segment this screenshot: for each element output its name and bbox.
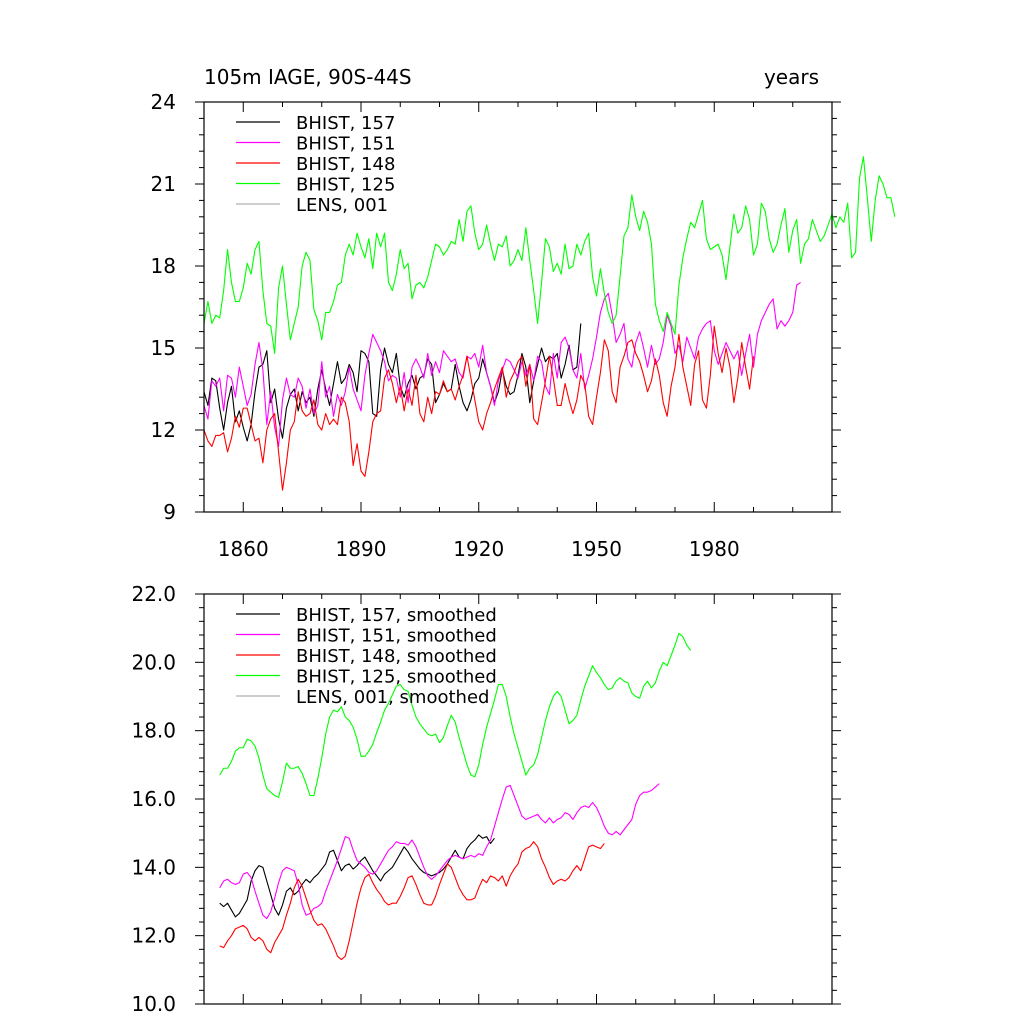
series-line-bhist-125-smoothed (219, 632, 692, 798)
bottom-plot-frame (203, 593, 833, 1005)
y-tick-label: 21 (151, 172, 176, 196)
y-tick-label: 12 (151, 418, 176, 442)
x-tick-label: 1890 (336, 537, 387, 561)
panel-bottom-chart: 10.0 12.0 14.0 16.0 18.0 20.0 22.0 BHIST, 157,… (131, 582, 841, 1016)
x-tick-label: 1980 (689, 537, 740, 561)
chart-title: 105m IAGE, 90S-44S (204, 65, 412, 89)
legend-label: BHIST, 125, smoothed (296, 667, 497, 688)
legend-label: BHIST, 148, smoothed (296, 646, 497, 667)
series-line-bhist-157-smoothed (219, 834, 495, 918)
bottom-axis-ticks: 10.0 12.0 14.0 16.0 18.0 20.0 22.0 (131, 582, 841, 1016)
legend-label: BHIST, 125 (296, 175, 395, 196)
top-plot-frame (203, 101, 833, 513)
legend-label: BHIST, 148 (296, 154, 395, 175)
top-axis-ticks: 1860 1890 1920 1950 1980 9 12 15 18 21 24 (151, 90, 841, 561)
legend-label: BHIST, 151 (296, 134, 395, 155)
y-tick-label: 10.0 (131, 992, 176, 1016)
series-line-bhist-151-smoothed (219, 783, 660, 920)
series-line-bhist-157 (203, 323, 582, 442)
y-tick-label: 9 (163, 500, 176, 524)
y-tick-label: 15 (151, 336, 176, 360)
legend-label: LENS, 001 (296, 195, 388, 216)
x-tick-label: 1950 (571, 537, 622, 561)
x-tick-label: 1860 (218, 537, 269, 561)
y-tick-label: 18.0 (131, 719, 176, 743)
series-line-bhist-148-smoothed (219, 841, 605, 961)
top-series-lines (203, 156, 896, 491)
y-tick-label: 24 (151, 90, 176, 114)
series-line-bhist-125 (203, 156, 896, 355)
y-tick-label: 12.0 (131, 924, 176, 948)
bottom-series-lines (219, 632, 692, 961)
legend-label: BHIST, 157 (296, 113, 395, 134)
chart-right-title: years (764, 65, 819, 89)
y-tick-label: 14.0 (131, 855, 176, 879)
x-tick-label: 1920 (453, 537, 504, 561)
panel-top-chart: 105m IAGE, 90S-44S years 1860 1890 1920 195… (151, 65, 896, 561)
y-tick-label: 22.0 (131, 582, 176, 606)
y-tick-label: 16.0 (131, 787, 176, 811)
legend-label: BHIST, 151, smoothed (296, 626, 497, 647)
legend-label: BHIST, 157, smoothed (296, 605, 497, 626)
y-tick-label: 18 (151, 254, 176, 278)
y-tick-label: 20.0 (131, 650, 176, 674)
series-line-bhist-148 (203, 325, 755, 491)
legend-label: LENS, 001, smoothed (296, 687, 489, 708)
